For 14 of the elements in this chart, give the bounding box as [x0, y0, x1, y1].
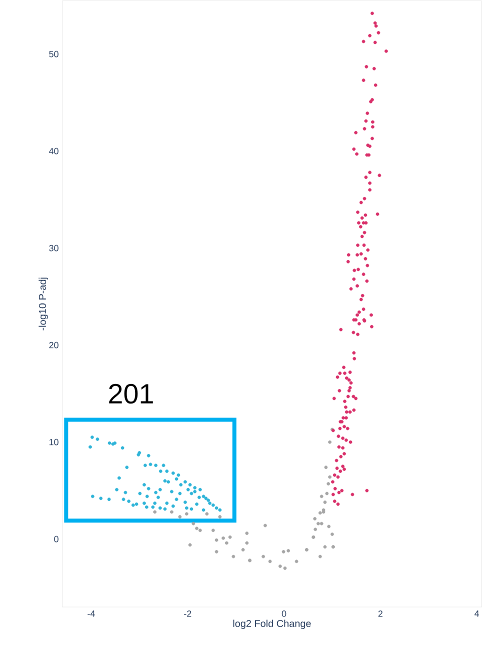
x-tick-label: 0 [282, 610, 286, 617]
annotation: 201 [109, 384, 153, 404]
y-tick-label: 10 [49, 438, 58, 446]
y-axis-title: -log10 P-adj [38, 278, 48, 330]
y-tick-label: 40 [49, 148, 58, 154]
y-tick-label: 50 [49, 50, 58, 58]
x-axis-title: log2 Fold Change [233, 620, 311, 629]
x-tick-label: 2 [378, 610, 382, 617]
y-tick-label: 20 [49, 342, 58, 348]
x-tick-label: -4 [88, 610, 95, 617]
y-tick-label: 30 [49, 244, 58, 252]
x-tick-label: -2 [184, 610, 192, 617]
x-tick-label: 4 [474, 610, 480, 617]
y-tick-label: 0 [54, 536, 58, 542]
